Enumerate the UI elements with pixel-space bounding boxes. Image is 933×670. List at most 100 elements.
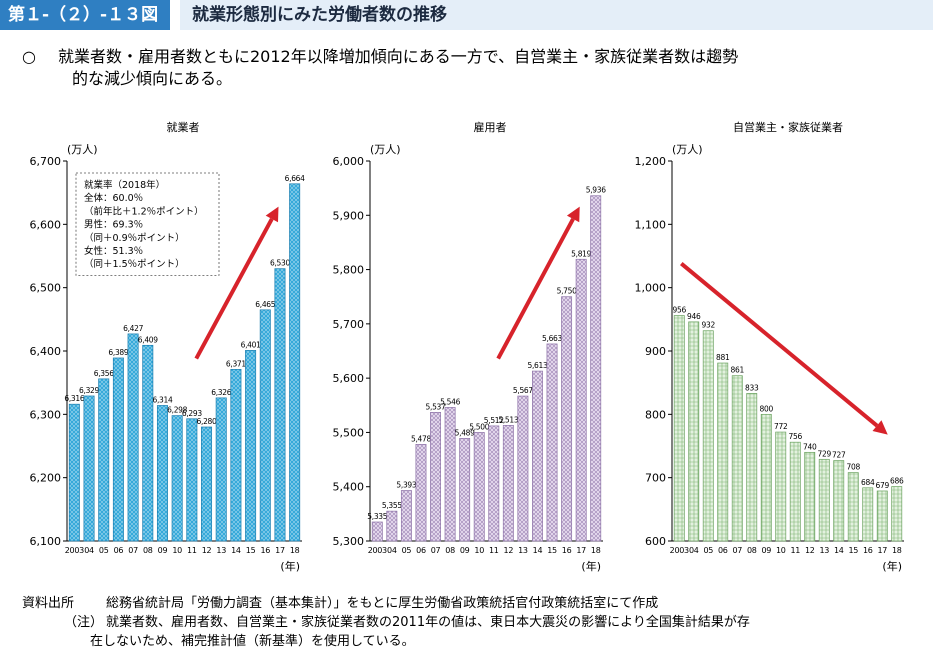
x-tick-label: 05 bbox=[99, 546, 109, 555]
y-tick-label: 6,700 bbox=[30, 155, 62, 168]
bar bbox=[673, 315, 685, 542]
bar-value-label: 6,298 bbox=[167, 406, 187, 415]
bar bbox=[731, 375, 743, 542]
x-tick-label: 10 bbox=[474, 546, 484, 555]
y-tick-label: 5,500 bbox=[333, 426, 365, 439]
bar bbox=[833, 460, 845, 542]
bar bbox=[68, 403, 80, 542]
bar bbox=[245, 350, 257, 542]
x-tick-label: 05 bbox=[703, 546, 713, 555]
bar-value-label: 6,409 bbox=[138, 335, 158, 344]
bar-value-label: 727 bbox=[832, 451, 846, 460]
figure-title: 就業形態別にみた労働者数の推移 bbox=[180, 0, 933, 30]
bar bbox=[546, 343, 558, 542]
bar-value-label: 686 bbox=[890, 477, 904, 486]
employment-rate-line: （同＋1.5％ポイント） bbox=[84, 258, 185, 270]
x-tick-label: 2003 bbox=[65, 546, 84, 555]
bar bbox=[818, 458, 830, 542]
y-tick-label: 1,000 bbox=[635, 282, 667, 295]
bar-value-label: 5,663 bbox=[542, 334, 562, 343]
bar-value-label: 5,613 bbox=[527, 361, 547, 370]
bar bbox=[488, 425, 500, 542]
bar-value-label: 684 bbox=[861, 478, 875, 487]
bar-value-label: 5,750 bbox=[557, 287, 577, 296]
x-tick-label: 17 bbox=[275, 546, 285, 555]
bar bbox=[760, 413, 772, 542]
bar bbox=[415, 444, 427, 542]
x-tick-label: 15 bbox=[848, 546, 858, 555]
bar-value-label: 5,335 bbox=[367, 512, 387, 521]
bar-value-label: 6,293 bbox=[182, 409, 202, 418]
x-tick-label: 10 bbox=[172, 546, 182, 555]
bar bbox=[789, 441, 801, 542]
bar-value-label: 6,401 bbox=[241, 340, 261, 349]
bar bbox=[230, 369, 242, 542]
bar-value-label: 861 bbox=[731, 366, 745, 375]
trend-arrow-shaft bbox=[496, 217, 575, 360]
x-tick-label: 08 bbox=[143, 546, 153, 555]
x-tick-label: 07 bbox=[128, 546, 138, 555]
trend-arrow-shaft bbox=[194, 217, 274, 360]
bar bbox=[400, 490, 412, 542]
x-tick-label: 2003 bbox=[670, 546, 689, 555]
y-tick-label: 900 bbox=[645, 345, 666, 358]
bar bbox=[156, 405, 168, 542]
bar-value-label: 6,356 bbox=[94, 369, 114, 378]
bar-value-label: 6,465 bbox=[255, 300, 275, 309]
bar-value-label: 6,280 bbox=[197, 417, 217, 426]
x-tick-label: 15 bbox=[246, 546, 256, 555]
bar bbox=[142, 344, 154, 542]
employment-rate-line: （同＋0.9％ポイント） bbox=[84, 232, 185, 244]
y-tick-label: 6,000 bbox=[333, 155, 365, 168]
y-unit-label: (万人) bbox=[370, 143, 401, 156]
chart-title: 自営業主・家族従業者 bbox=[733, 120, 843, 134]
bar-value-label: 5,489 bbox=[455, 428, 475, 437]
y-tick-label: 1,200 bbox=[635, 155, 667, 168]
x-tick-label: 14 bbox=[533, 546, 543, 555]
x-tick-label: 09 bbox=[460, 546, 470, 555]
bar-value-label: 5,478 bbox=[411, 434, 431, 443]
bar bbox=[171, 415, 183, 542]
bar-value-label: 6,427 bbox=[123, 324, 143, 333]
x-tick-label: 13 bbox=[819, 546, 829, 555]
chart-title: 就業者 bbox=[167, 120, 200, 134]
bar bbox=[371, 521, 383, 542]
trend-arrow-shaft bbox=[680, 262, 879, 428]
bar bbox=[473, 432, 485, 542]
source-label: 資料出所 bbox=[22, 596, 75, 611]
bar bbox=[215, 397, 227, 542]
y-unit-label: (万人) bbox=[672, 143, 703, 156]
bar-value-label: 5,513 bbox=[498, 415, 518, 424]
bar-value-label: 5,546 bbox=[440, 397, 460, 406]
bar bbox=[386, 510, 398, 542]
bar bbox=[847, 472, 859, 542]
employment-rate-line: 全体：60.0％ bbox=[84, 192, 143, 204]
bar-value-label: 6,316 bbox=[64, 394, 84, 403]
bar bbox=[561, 296, 573, 542]
y-tick-label: 6,600 bbox=[30, 218, 62, 231]
x-tick-label: 13 bbox=[518, 546, 528, 555]
figure-number: 第１-（２）-１３図 bbox=[0, 0, 170, 30]
x-tick-label: 06 bbox=[416, 546, 426, 555]
x-tick-label: 12 bbox=[202, 546, 212, 555]
bar bbox=[702, 330, 714, 542]
x-tick-label: 09 bbox=[158, 546, 168, 555]
bar-value-label: 6,314 bbox=[152, 395, 172, 404]
x-tick-label: 13 bbox=[216, 546, 226, 555]
employment-rate-line: 女性：51.3％ bbox=[84, 245, 143, 257]
trend-arrow-head bbox=[566, 206, 580, 223]
bullet-circle-icon: ○ bbox=[22, 47, 36, 66]
trend-arrow-head bbox=[872, 420, 888, 435]
bar-value-label: 5,393 bbox=[396, 481, 416, 490]
y-tick-label: 5,400 bbox=[333, 481, 365, 494]
note-line-1: 就業者数、雇用者数、自営業主・家族従業者数の2011年の値は、東日本大震災の影響… bbox=[106, 615, 750, 630]
bar-value-label: 6,329 bbox=[79, 386, 99, 395]
employment-rate-line: （前年比＋1.2％ポイント） bbox=[84, 205, 204, 217]
bar bbox=[83, 395, 95, 542]
bar bbox=[201, 426, 213, 542]
x-tick-label: 14 bbox=[834, 546, 844, 555]
x-tick-label: 07 bbox=[732, 546, 742, 555]
x-tick-label: 16 bbox=[562, 546, 572, 555]
x-tick-label: 12 bbox=[504, 546, 514, 555]
